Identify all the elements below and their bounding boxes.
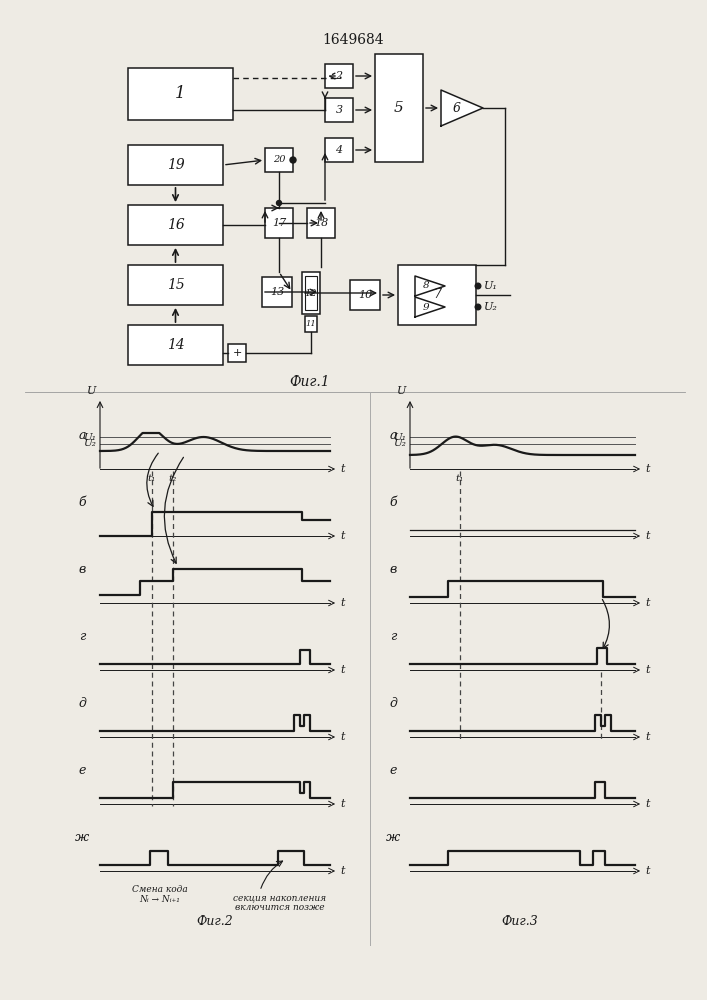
Text: а: а <box>78 429 86 442</box>
Text: ж: ж <box>75 831 89 844</box>
Text: 1649684: 1649684 <box>322 33 384 47</box>
Text: 15: 15 <box>167 278 185 292</box>
Text: д: д <box>78 697 86 710</box>
Text: Nᵢ → Nᵢ₊₁: Nᵢ → Nᵢ₊₁ <box>139 895 180 904</box>
Text: t: t <box>645 531 650 541</box>
Bar <box>325 98 353 122</box>
Polygon shape <box>415 297 445 317</box>
Bar <box>398 265 476 325</box>
Text: t: t <box>340 464 344 474</box>
Text: 16: 16 <box>167 218 185 232</box>
Text: Смена кода: Смена кода <box>132 885 188 894</box>
Bar <box>302 272 320 314</box>
Text: t: t <box>340 665 344 675</box>
Text: U₁: U₁ <box>393 432 406 442</box>
Text: д: д <box>389 697 397 710</box>
Text: б: б <box>78 496 86 509</box>
Polygon shape <box>441 90 483 126</box>
Text: г: г <box>78 630 85 643</box>
Bar <box>128 145 223 185</box>
Text: t₁: t₁ <box>456 474 464 483</box>
Text: ж: ж <box>386 831 400 844</box>
Text: U₂: U₂ <box>393 440 406 448</box>
Text: t: t <box>340 598 344 608</box>
Bar <box>325 64 353 88</box>
Text: 8: 8 <box>423 282 430 290</box>
Text: 9: 9 <box>423 302 430 312</box>
Text: 5: 5 <box>394 101 404 115</box>
Text: 13: 13 <box>270 287 284 297</box>
Text: е: е <box>78 764 86 777</box>
Bar <box>262 277 292 307</box>
Circle shape <box>475 304 481 310</box>
Text: г: г <box>390 630 396 643</box>
Text: Фиг.2: Фиг.2 <box>197 915 233 928</box>
Text: 2: 2 <box>335 71 343 81</box>
Bar <box>128 205 223 245</box>
Text: U₁: U₁ <box>83 432 96 442</box>
Bar <box>128 325 223 365</box>
Text: t: t <box>340 866 344 876</box>
Text: U: U <box>397 386 406 396</box>
Text: t: t <box>645 464 650 474</box>
Text: t₂: t₂ <box>169 474 177 483</box>
Bar <box>307 208 335 238</box>
Bar <box>265 208 293 238</box>
Text: в: в <box>78 563 86 576</box>
Text: 20: 20 <box>273 155 285 164</box>
Text: t: t <box>340 799 344 809</box>
Bar <box>325 138 353 162</box>
Text: +: + <box>233 348 242 358</box>
Bar <box>350 280 380 310</box>
Polygon shape <box>415 276 445 296</box>
Text: t: t <box>645 598 650 608</box>
Bar <box>305 316 317 332</box>
Bar <box>128 265 223 305</box>
Text: U: U <box>87 386 96 396</box>
Text: е: е <box>390 764 397 777</box>
Text: 17: 17 <box>272 218 286 228</box>
Text: t: t <box>645 799 650 809</box>
Bar <box>128 68 233 120</box>
Text: б: б <box>389 496 397 509</box>
Text: 4: 4 <box>335 145 343 155</box>
Text: U₂: U₂ <box>484 302 498 312</box>
Text: включится позже: включится позже <box>235 903 325 912</box>
Text: секция накопления: секция накопления <box>233 893 327 902</box>
Text: 12: 12 <box>305 288 317 298</box>
Text: 1: 1 <box>175 86 186 103</box>
Bar <box>375 54 423 162</box>
Circle shape <box>276 200 281 206</box>
Bar <box>228 344 246 362</box>
Text: 19: 19 <box>167 158 185 172</box>
Text: 14: 14 <box>167 338 185 352</box>
Text: U₁: U₁ <box>484 281 498 291</box>
Circle shape <box>475 283 481 289</box>
Bar <box>265 148 293 172</box>
Text: t: t <box>340 732 344 742</box>
Text: Фиг.1: Фиг.1 <box>290 375 330 389</box>
Text: t: t <box>645 732 650 742</box>
Text: 7: 7 <box>433 288 441 302</box>
Bar <box>305 276 317 310</box>
Text: а: а <box>390 429 397 442</box>
Text: 10: 10 <box>358 290 372 300</box>
Text: 3: 3 <box>335 105 343 115</box>
Text: 11: 11 <box>305 320 316 328</box>
Text: t: t <box>645 866 650 876</box>
Text: Фиг.3: Фиг.3 <box>502 915 538 928</box>
Text: 6: 6 <box>452 102 461 114</box>
Circle shape <box>290 157 296 163</box>
Text: U₂: U₂ <box>83 440 96 448</box>
Text: t₁: t₁ <box>148 474 156 483</box>
Text: в: в <box>390 563 397 576</box>
Text: t: t <box>645 665 650 675</box>
Text: 18: 18 <box>314 218 328 228</box>
Text: t: t <box>340 531 344 541</box>
